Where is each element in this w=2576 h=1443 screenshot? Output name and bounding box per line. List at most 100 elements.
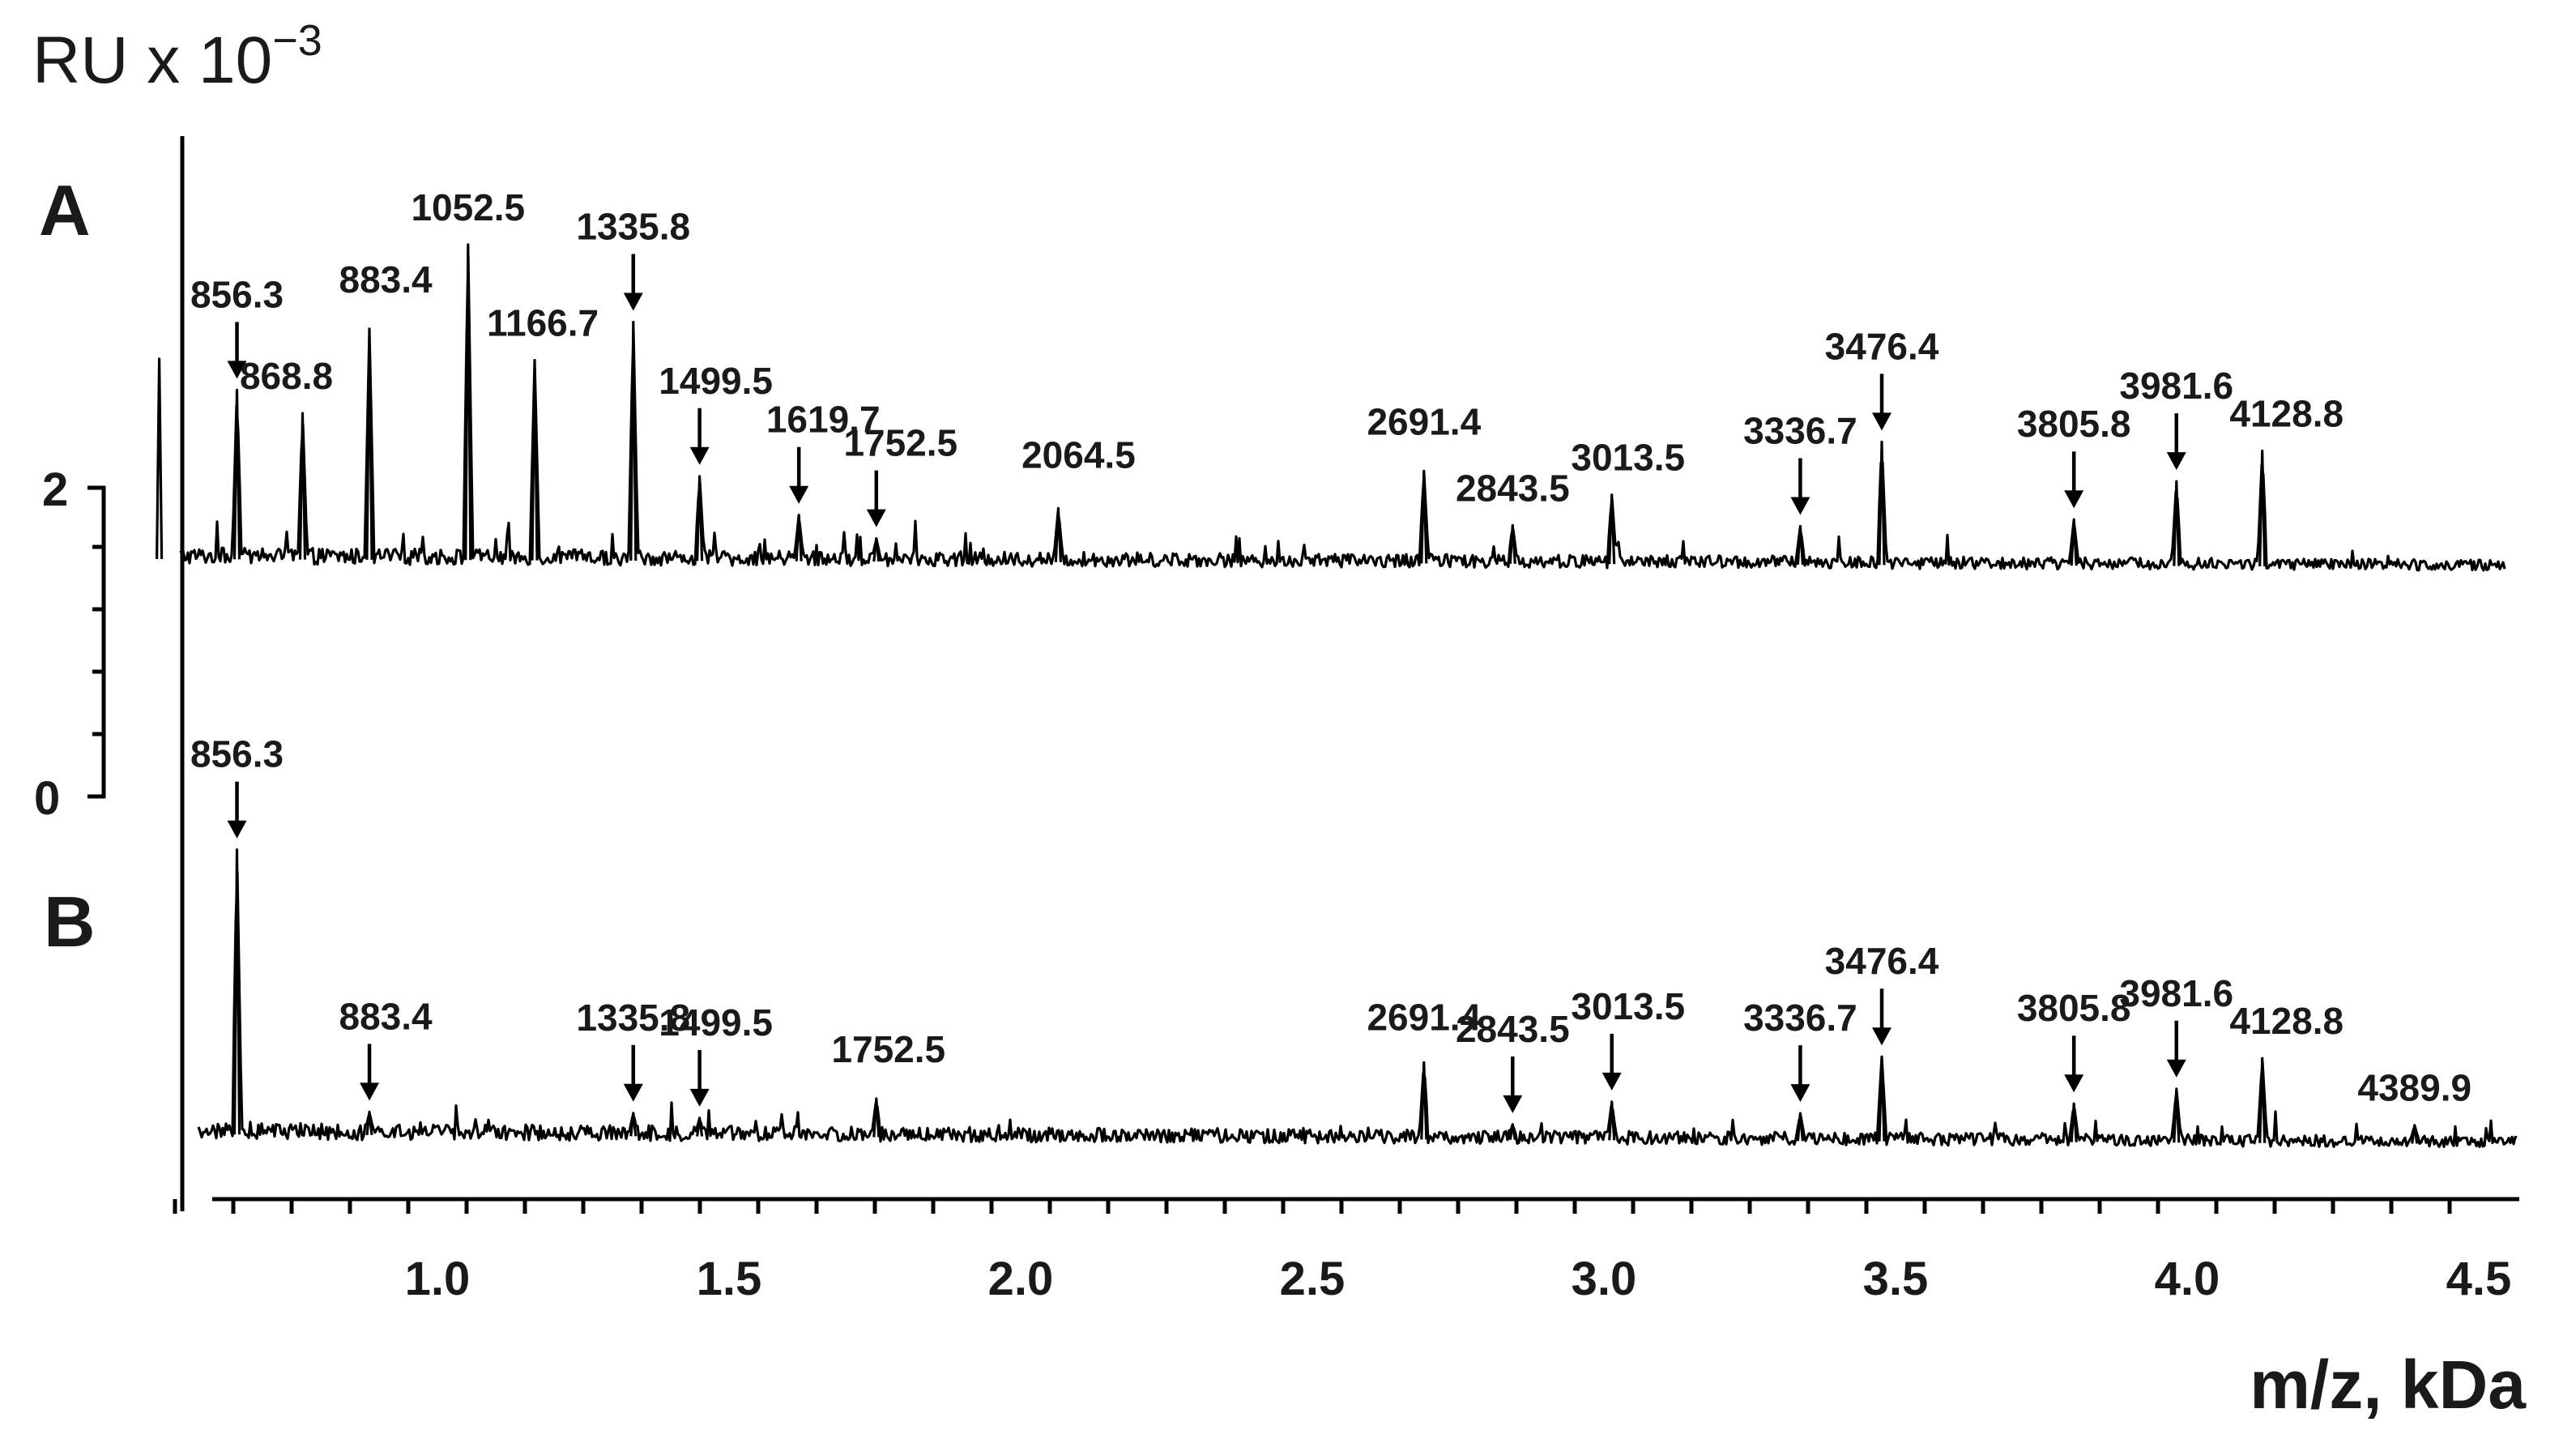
peak-annotations: 856.3868.8883.41052.51166.71335.81499.51… — [190, 186, 2472, 1113]
peak-label: 1335.8 — [576, 997, 690, 1039]
x-tick-label: 1.0 — [405, 1253, 471, 1305]
peak-annotation-a-2691_4: 2691.4 — [1367, 400, 1481, 442]
peak-label: 856.3 — [190, 733, 284, 775]
peak-annotation-b-4389_9: 4389.9 — [2357, 1067, 2472, 1109]
peak-arrow-head — [623, 292, 643, 311]
peak-annotation-a-3336_7: 3336.7 — [1743, 410, 1857, 515]
peak-annotation-a-3805_8: 3805.8 — [2017, 403, 2131, 509]
peak-label: 4389.9 — [2357, 1067, 2472, 1109]
peak-arrow-head — [360, 1082, 380, 1101]
peak-label: 3013.5 — [1571, 985, 1685, 1027]
peak-label: 3476.4 — [1825, 940, 1939, 982]
peak-annotation-a-1752_5: 1752.5 — [843, 422, 957, 527]
peak-arrow-head — [227, 820, 247, 839]
x-tick-label: 4.5 — [2446, 1253, 2512, 1305]
peak-annotation-a-883_4: 883.4 — [339, 258, 433, 301]
peak-annotation-b-3805_8: 3805.8 — [2017, 987, 2131, 1093]
peak-arrow-head — [2166, 452, 2186, 471]
y-scale-label-2: 2 — [42, 463, 68, 516]
peak-arrow-head — [2166, 1059, 2186, 1078]
peak-label: 1752.5 — [831, 1028, 945, 1070]
peak-label: 2843.5 — [1456, 1008, 1570, 1050]
peak-annotation-b-2843_5: 2843.5 — [1456, 1008, 1570, 1113]
peak-annotation-b-1752_5: 1752.5 — [831, 1028, 945, 1070]
peak-arrow-head — [623, 1083, 643, 1102]
peak-annotation-b-1499_5: 1499.5 — [659, 1001, 773, 1107]
panel-label-b: B — [44, 882, 96, 962]
peak-label: 4128.8 — [2229, 393, 2344, 435]
panel-label-a: A — [39, 170, 91, 250]
peak-annotation-b-1335_8: 1335.8 — [576, 997, 690, 1102]
peak-annotation-b-2691_4: 2691.4 — [1367, 996, 1481, 1038]
peak-label: 3981.6 — [2119, 365, 2233, 407]
peak-label: 3476.4 — [1825, 325, 1939, 367]
peak-label: 3013.5 — [1571, 437, 1685, 479]
peak-annotation-b-3013_5: 3013.5 — [1571, 985, 1685, 1091]
peak-annotation-a-1619_7: 1619.7 — [766, 399, 881, 504]
x-tick-label: 2.5 — [1280, 1253, 1346, 1305]
peak-arrow-head — [689, 1088, 710, 1107]
peak-label: 1499.5 — [659, 1001, 773, 1044]
peak-arrow-head — [789, 485, 809, 504]
peak-arrow-head — [1503, 1095, 1523, 1113]
peak-annotation-a-2843_5: 2843.5 — [1456, 467, 1570, 509]
x-axis-label: m/z, kDa — [2250, 1347, 2527, 1423]
peak-label: 883.4 — [339, 995, 433, 1037]
peak-arrow-head — [866, 509, 886, 527]
peak-label: 1752.5 — [843, 422, 957, 464]
peak-annotation-b-3476_4: 3476.4 — [1825, 940, 1939, 1046]
peak-label: 1052.5 — [411, 186, 525, 228]
peak-label: 2064.5 — [1021, 433, 1136, 476]
peak-arrow-head — [1790, 1084, 1810, 1103]
peak-annotation-a-1166_7: 1166.7 — [487, 302, 599, 344]
peak-annotation-b-3336_7: 3336.7 — [1743, 997, 1857, 1103]
peak-label: 1166.7 — [487, 302, 599, 344]
peak-arrow-head — [227, 361, 247, 379]
peak-label: 883.4 — [339, 258, 433, 301]
peak-annotation-a-3981_6: 3981.6 — [2119, 365, 2233, 471]
peak-label: 3981.6 — [2119, 972, 2233, 1014]
x-tick-label: 3.0 — [1572, 1253, 1637, 1305]
peak-label: 2843.5 — [1456, 467, 1570, 509]
peak-arrow-head — [1872, 1027, 1892, 1046]
peak-annotation-b-883_4: 883.4 — [339, 995, 433, 1101]
peak-label: 868.8 — [240, 355, 333, 397]
x-tick-label: 2.0 — [988, 1253, 1054, 1305]
peak-annotation-a-2064_5: 2064.5 — [1021, 433, 1136, 476]
peak-annotation-b-856_3: 856.3 — [190, 733, 284, 839]
spectra-layer — [156, 243, 2518, 1148]
y-unit-label: RU x 10−3 — [32, 16, 322, 97]
peak-label: 1499.5 — [659, 360, 773, 402]
peak-label: 856.3 — [190, 273, 284, 315]
peak-annotation-a-1335_8: 1335.8 — [576, 206, 690, 311]
peak-annotation-b-3981_6: 3981.6 — [2119, 972, 2233, 1078]
peak-label: 2691.4 — [1367, 400, 1481, 442]
peak-annotation-a-3013_5: 3013.5 — [1571, 437, 1685, 479]
peak-arrow-head — [1601, 1072, 1622, 1091]
x-tick-label: 1.5 — [697, 1253, 762, 1305]
peak-annotation-a-4128_8: 4128.8 — [2229, 393, 2344, 435]
y-scale-bar: 2 0 — [34, 463, 106, 825]
peak-arrow-head — [1872, 412, 1892, 431]
spectrum-trace-b — [197, 848, 2518, 1148]
y-scale-label-0: 0 — [34, 772, 60, 825]
peak-annotation-b-4128_8: 4128.8 — [2229, 1000, 2344, 1042]
peak-annotation-a-1052_5: 1052.5 — [411, 186, 525, 228]
peak-annotation-a-3476_4: 3476.4 — [1825, 325, 1939, 431]
peak-label: 3805.8 — [2017, 987, 2131, 1029]
peak-label: 2691.4 — [1367, 996, 1481, 1038]
peak-annotation-a-868_8: 868.8 — [240, 355, 333, 397]
y-unit-exponent: −3 — [272, 16, 322, 65]
peak-annotation-a-856_3: 856.3 — [190, 273, 284, 379]
peak-arrow-head — [2064, 1074, 2084, 1093]
peak-label: 3336.7 — [1743, 410, 1857, 452]
peak-annotation-a-1499_5: 1499.5 — [659, 360, 773, 465]
peak-arrow-head — [1790, 497, 1810, 515]
peak-label: 3336.7 — [1743, 997, 1857, 1039]
x-tick-label: 3.5 — [1863, 1253, 1929, 1305]
peak-label: 1619.7 — [766, 399, 881, 441]
x-tick-label: 4.0 — [2155, 1253, 2220, 1305]
peak-arrow-head — [2064, 490, 2084, 509]
